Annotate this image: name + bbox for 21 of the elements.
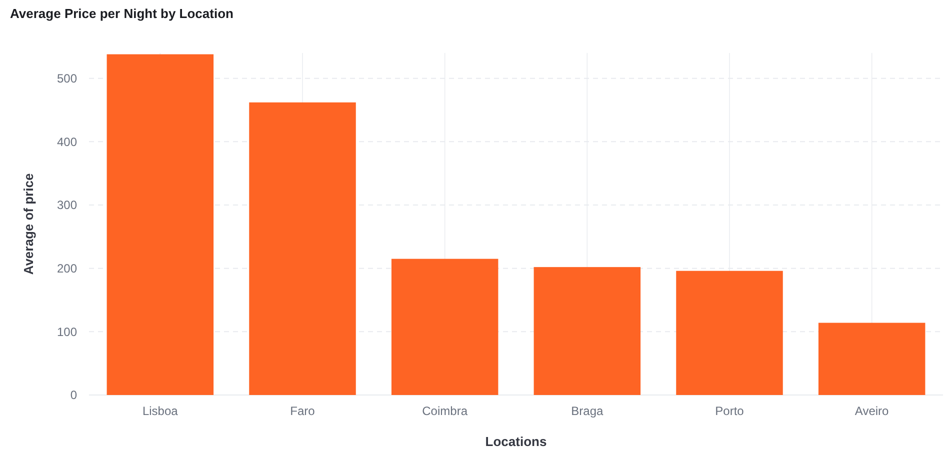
x-tick-label: Lisboa	[142, 404, 178, 418]
x-tick-label: Porto	[715, 404, 744, 418]
chart-title: Average Price per Night by Location	[10, 6, 234, 21]
y-tick-label: 100	[56, 324, 78, 339]
y-tick-label: 300	[56, 198, 78, 212]
x-tick-label: Coimbra	[422, 404, 468, 418]
y-axis-title: Average of price	[21, 173, 36, 275]
x-tick-label: Aveiro	[854, 404, 890, 418]
y-tick-label: 500	[56, 72, 78, 86]
x-axis-title: Locations	[485, 434, 547, 449]
bar	[818, 322, 926, 395]
x-tick-label: Faro	[290, 404, 316, 418]
bar	[534, 267, 641, 395]
y-tick-label: 200	[56, 262, 78, 276]
bar	[391, 258, 498, 395]
x-tick-label: Braga	[571, 404, 604, 418]
bar	[106, 54, 214, 395]
y-tick-label: 0	[70, 388, 78, 402]
bar	[676, 270, 783, 395]
bar	[249, 102, 356, 395]
y-tick-label: 400	[56, 134, 78, 149]
